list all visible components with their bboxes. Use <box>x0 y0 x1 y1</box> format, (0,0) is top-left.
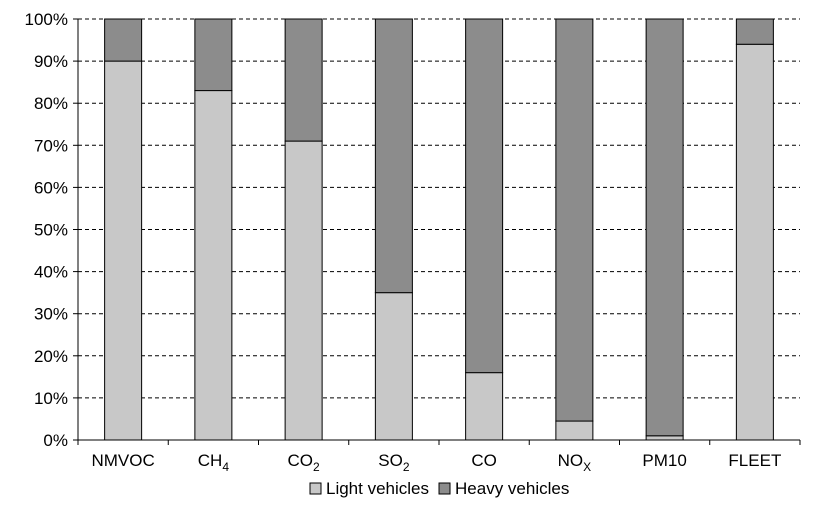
bar-segment-heavy <box>284 18 323 142</box>
bar-segment-heavy <box>735 18 774 45</box>
bar-segment-light <box>284 140 323 441</box>
x-category-label: NOX <box>558 451 592 474</box>
legend-swatch <box>309 482 322 495</box>
x-category-label: SO2 <box>378 451 410 474</box>
bar-segment-heavy <box>465 18 504 374</box>
bar-segment-light <box>194 90 233 441</box>
bar-segment-light <box>104 60 143 441</box>
x-category-label: CO <box>471 451 497 470</box>
legend-swatch <box>438 482 451 495</box>
grid-lines <box>78 18 800 399</box>
y-tick-label: 40% <box>34 263 68 282</box>
legend-label: Light vehicles <box>326 479 429 498</box>
bar-segment-light <box>374 292 413 441</box>
axes <box>73 18 801 445</box>
x-category-label: NMVOC <box>91 451 154 470</box>
bar-segment-heavy <box>194 18 233 92</box>
x-category-label: PM10 <box>642 451 686 470</box>
legend: Light vehicles Heavy vehicles <box>309 479 569 498</box>
bars <box>104 18 774 441</box>
legend-label: Heavy vehicles <box>455 479 569 498</box>
bar-segment-light <box>555 420 594 441</box>
bar-segment-light <box>465 372 504 441</box>
x-category-label: CO2 <box>288 451 321 474</box>
x-category-label: FLEET <box>728 451 781 470</box>
y-tick-label: 100% <box>25 10 68 29</box>
bar-segment-heavy <box>374 18 413 294</box>
y-tick-labels: 0% 10% 20% 30% 40% 50% 60% 70% 80% 90% 100% <box>25 10 68 450</box>
y-tick-label: 70% <box>34 136 68 155</box>
bar-segment-light <box>735 43 774 441</box>
y-tick-label: 80% <box>34 94 68 113</box>
x-category-label: CH4 <box>198 451 230 474</box>
bar-segment-heavy <box>104 18 143 62</box>
y-tick-label: 50% <box>34 221 68 240</box>
y-tick-label: 10% <box>34 389 68 408</box>
y-tick-label: 30% <box>34 305 68 324</box>
y-tick-label: 60% <box>34 178 68 197</box>
bar-segment-heavy <box>645 18 684 437</box>
x-category-labels: NMVOC CH4 CO2 SO2 CO NOX PM10 FLEET <box>91 451 781 474</box>
y-tick-label: 90% <box>34 52 68 71</box>
y-tick-label: 0% <box>43 431 68 450</box>
bar-segment-heavy <box>555 18 594 422</box>
bar-segment-light <box>645 435 684 441</box>
y-tick-label: 20% <box>34 347 68 366</box>
